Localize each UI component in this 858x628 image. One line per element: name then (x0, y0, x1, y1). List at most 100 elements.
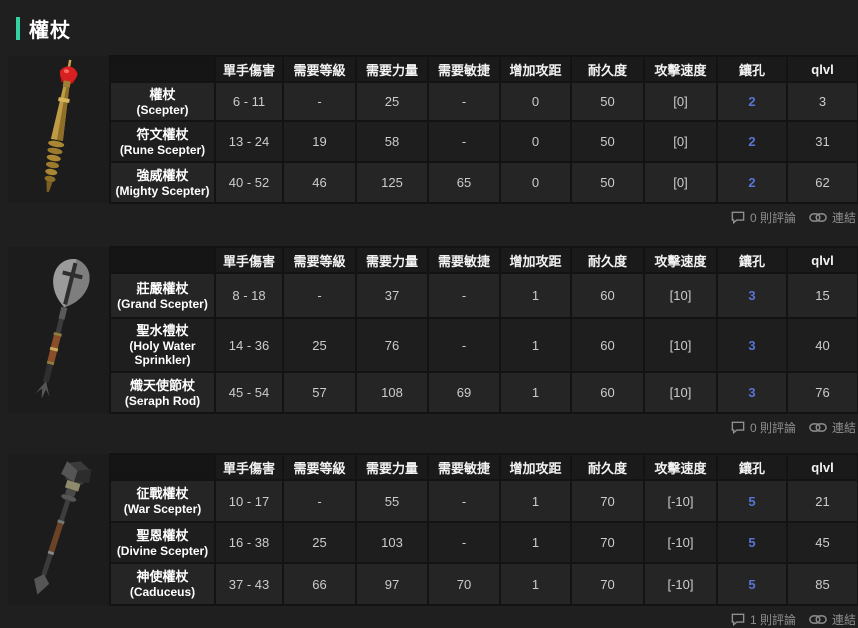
permalink-link[interactable]: 連結 (831, 421, 856, 435)
item-name: 聖恩權杖 (Divine Scepter) (109, 520, 216, 565)
col-header-durability: 耐久度 (570, 246, 645, 274)
cell-strength: 58 (355, 120, 429, 163)
cell-range: 0 (499, 161, 572, 204)
col-header-dexterity: 需要敏捷 (427, 452, 501, 482)
cell-level: 66 (282, 562, 357, 606)
col-header-qlvl: qlvl (786, 55, 858, 83)
table-footer: 0 則評論 連結 (8, 419, 858, 436)
cell-strength: 76 (355, 317, 429, 373)
col-header-qlvl: qlvl (786, 246, 858, 274)
cell-dexterity: - (427, 120, 501, 163)
cell-level: - (282, 81, 357, 122)
comment-icon (731, 613, 745, 626)
sockets-link[interactable]: 3 (716, 371, 788, 414)
comments-link[interactable]: 0 則評論 (749, 421, 796, 435)
cell-durability: 60 (570, 317, 645, 373)
col-header-range: 增加攻距 (499, 55, 572, 83)
permalink-link[interactable]: 連結 (831, 613, 856, 627)
comment-icon (731, 421, 745, 434)
cell-speed: [-10] (643, 479, 718, 523)
cell-range: 1 (499, 371, 572, 414)
col-header-damage: 單手傷害 (214, 246, 284, 274)
cell-qlvl: 76 (786, 371, 858, 414)
item-name: 熾天使節杖 (Seraph Rod) (109, 371, 216, 414)
sockets-link[interactable]: 5 (716, 479, 788, 523)
cell-durability: 50 (570, 161, 645, 204)
cell-speed: [-10] (643, 562, 718, 606)
cell-strength: 125 (355, 161, 429, 204)
col-header-strength: 需要力量 (355, 55, 429, 83)
cell-speed: [0] (643, 161, 718, 204)
cell-damage: 6 - 11 (214, 81, 284, 122)
cell-dexterity: - (427, 317, 501, 373)
cell-dexterity: - (427, 520, 501, 565)
permalink-link[interactable]: 連結 (831, 211, 856, 225)
cell-dexterity: 69 (427, 371, 501, 414)
cell-level: 25 (282, 520, 357, 565)
scepter-table-elite: 單手傷害 需要等級 需要力量 需要敏捷 增加攻距 耐久度 攻擊速度 鑲孔 qlv… (8, 452, 858, 628)
cell-durability: 50 (570, 120, 645, 163)
cell-level: 46 (282, 161, 357, 204)
cell-strength: 25 (355, 81, 429, 122)
cell-range: 0 (499, 120, 572, 163)
comment-icon (731, 211, 745, 224)
sockets-link[interactable]: 5 (716, 520, 788, 565)
sockets-link[interactable]: 3 (716, 272, 788, 319)
cell-damage: 13 - 24 (214, 120, 284, 163)
cell-range: 1 (499, 272, 572, 319)
cell-speed: [10] (643, 272, 718, 319)
sockets-link[interactable]: 2 (716, 120, 788, 163)
cell-damage: 8 - 18 (214, 272, 284, 319)
col-header-durability: 耐久度 (570, 452, 645, 482)
col-header-durability: 耐久度 (570, 55, 645, 83)
cell-dexterity: 70 (427, 562, 501, 606)
col-header-speed: 攻擊速度 (643, 246, 718, 274)
comments-link[interactable]: 1 則評論 (749, 613, 796, 627)
cell-damage: 37 - 43 (214, 562, 284, 606)
cell-speed: [0] (643, 81, 718, 122)
comments-link[interactable]: 0 則評論 (749, 211, 796, 225)
col-header-level: 需要等級 (282, 246, 357, 274)
cell-strength: 103 (355, 520, 429, 565)
cell-range: 1 (499, 317, 572, 373)
cell-damage: 45 - 54 (214, 371, 284, 414)
col-header-sockets: 鑲孔 (716, 55, 788, 83)
col-header-damage: 單手傷害 (214, 55, 284, 83)
cell-dexterity: 65 (427, 161, 501, 204)
link-icon (809, 614, 827, 625)
cell-qlvl: 15 (786, 272, 858, 319)
col-header-range: 增加攻距 (499, 452, 572, 482)
cell-durability: 70 (570, 479, 645, 523)
col-header-dexterity: 需要敏捷 (427, 55, 501, 83)
col-header-range: 增加攻距 (499, 246, 572, 274)
name-column-header (109, 55, 216, 83)
cell-durability: 60 (570, 272, 645, 319)
col-header-qlvl: qlvl (786, 452, 858, 482)
sockets-link[interactable]: 2 (716, 161, 788, 204)
cell-qlvl: 62 (786, 161, 858, 204)
col-header-dexterity: 需要敏捷 (427, 246, 501, 274)
cell-strength: 108 (355, 371, 429, 414)
item-name: 符文權杖 (Rune Scepter) (109, 120, 216, 163)
cell-durability: 60 (570, 371, 645, 414)
page-title: 權杖 (16, 14, 71, 43)
sockets-link[interactable]: 2 (716, 81, 788, 122)
cell-durability: 50 (570, 81, 645, 122)
scepter-table-exceptional: 單手傷害 需要等級 需要力量 需要敏捷 增加攻距 耐久度 攻擊速度 鑲孔 qlv… (8, 246, 858, 436)
sockets-link[interactable]: 5 (716, 562, 788, 606)
col-header-speed: 攻擊速度 (643, 452, 718, 482)
cell-durability: 70 (570, 520, 645, 565)
cell-qlvl: 40 (786, 317, 858, 373)
cell-level: - (282, 272, 357, 319)
cell-qlvl: 21 (786, 479, 858, 523)
col-header-sockets: 鑲孔 (716, 246, 788, 274)
cell-range: 1 (499, 520, 572, 565)
sockets-link[interactable]: 3 (716, 317, 788, 373)
cell-level: - (282, 479, 357, 523)
scepter-item-image (8, 56, 111, 203)
cell-level: 57 (282, 371, 357, 414)
cell-level: 25 (282, 317, 357, 373)
cell-damage: 16 - 38 (214, 520, 284, 565)
cell-range: 0 (499, 81, 572, 122)
link-icon (809, 422, 827, 433)
